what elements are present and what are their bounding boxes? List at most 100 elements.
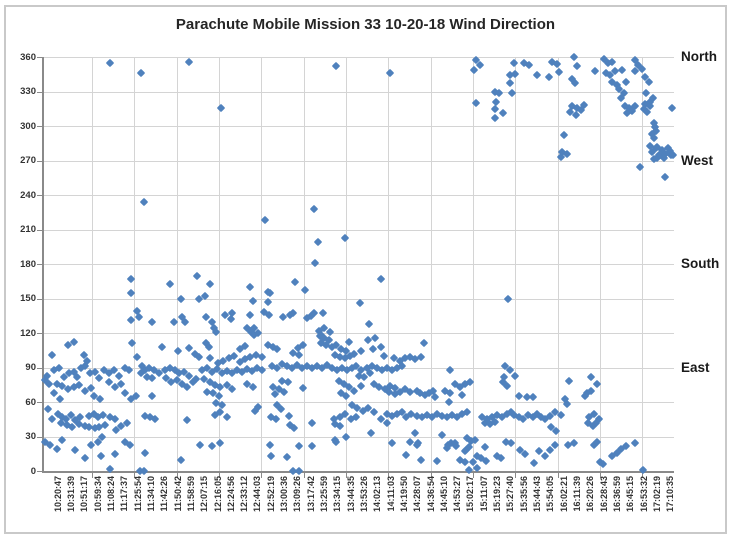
data-point bbox=[529, 458, 539, 468]
x-axis-tick bbox=[430, 473, 432, 478]
vertical-gridline bbox=[218, 57, 220, 471]
y-axis-tick bbox=[37, 229, 42, 231]
data-point bbox=[70, 446, 80, 455]
x-tick-label: 13:00:36 bbox=[279, 476, 290, 513]
data-point bbox=[139, 197, 149, 207]
data-point bbox=[265, 440, 275, 449]
x-tick-label: 11:17:37 bbox=[119, 476, 130, 512]
x-tick-label: 16:20:26 bbox=[585, 476, 596, 513]
plot-area bbox=[41, 52, 677, 478]
y-axis-tick bbox=[37, 367, 42, 369]
data-point bbox=[43, 404, 53, 414]
data-point bbox=[430, 393, 440, 402]
data-point bbox=[147, 392, 156, 401]
x-tick-label: 12:33:12 bbox=[239, 476, 250, 513]
x-tick-label: 15:19:23 bbox=[492, 476, 503, 513]
x-axis-tick bbox=[218, 473, 220, 478]
vertical-gridline bbox=[472, 57, 474, 471]
x-tick-label: 10:59:34 bbox=[92, 476, 103, 513]
data-point bbox=[140, 448, 150, 457]
data-point bbox=[227, 385, 236, 394]
data-point bbox=[533, 71, 542, 80]
data-point bbox=[307, 441, 316, 450]
x-tick-label: 10:31:39 bbox=[66, 476, 77, 513]
y-axis-tick bbox=[37, 471, 42, 472]
y-axis-tick bbox=[37, 333, 42, 334]
vertical-gridline bbox=[430, 57, 432, 471]
x-tick-label: 16:02:21 bbox=[558, 476, 569, 513]
data-point bbox=[248, 382, 258, 392]
vertical-gridline bbox=[557, 57, 559, 471]
compass-label-east: East bbox=[681, 359, 710, 375]
data-point bbox=[80, 454, 90, 463]
data-point bbox=[356, 381, 366, 391]
data-point bbox=[294, 350, 304, 360]
y-tick-label: 150 bbox=[20, 293, 36, 304]
data-point bbox=[551, 426, 561, 435]
y-tick-label: 270 bbox=[20, 155, 36, 166]
data-point bbox=[134, 312, 144, 322]
data-point bbox=[506, 439, 516, 448]
data-point bbox=[110, 415, 120, 424]
data-point bbox=[47, 350, 57, 360]
x-tick-label: 12:44:03 bbox=[252, 476, 263, 513]
data-point bbox=[482, 456, 491, 465]
data-point bbox=[215, 439, 225, 448]
data-point bbox=[331, 61, 340, 71]
data-point bbox=[276, 404, 286, 414]
data-point bbox=[504, 294, 513, 303]
data-point bbox=[173, 347, 183, 356]
data-point bbox=[370, 333, 379, 342]
data-point bbox=[510, 70, 520, 79]
x-axis-tick bbox=[345, 473, 347, 478]
x-tick-label: 14:36:54 bbox=[425, 476, 436, 513]
data-point bbox=[499, 109, 508, 118]
y-tick-label: 180 bbox=[20, 258, 36, 270]
x-tick-label: 14:02:13 bbox=[372, 476, 383, 513]
x-tick-label: 13:09:26 bbox=[292, 476, 303, 513]
y-axis-tick bbox=[37, 436, 42, 438]
data-point bbox=[325, 327, 335, 337]
data-point bbox=[402, 450, 411, 460]
x-tick-label: 15:35:56 bbox=[518, 476, 529, 513]
data-point bbox=[437, 431, 447, 440]
data-point bbox=[157, 342, 167, 352]
data-point bbox=[257, 352, 267, 362]
x-tick-label: 17:02:19 bbox=[651, 476, 662, 513]
data-point bbox=[644, 78, 654, 87]
x-axis-tick bbox=[557, 473, 559, 478]
data-point bbox=[335, 421, 345, 431]
x-axis-tick bbox=[515, 473, 517, 478]
data-point bbox=[194, 352, 204, 362]
horizontal-gridline bbox=[44, 195, 674, 196]
y-tick-label: 360 bbox=[20, 51, 36, 63]
x-axis-tick bbox=[599, 473, 601, 478]
horizontal-gridline bbox=[44, 436, 674, 438]
vertical-gridline bbox=[599, 57, 601, 471]
horizontal-gridline bbox=[44, 402, 674, 403]
vertical-gridline bbox=[134, 57, 136, 471]
data-point bbox=[313, 237, 323, 247]
data-point bbox=[524, 60, 534, 70]
x-tick-label: 13:53:26 bbox=[358, 476, 369, 513]
data-point bbox=[176, 455, 185, 464]
vertical-gridline bbox=[261, 57, 263, 471]
data-point bbox=[369, 408, 379, 417]
x-axis-tick bbox=[261, 473, 263, 478]
y-tick-label: 0 bbox=[30, 465, 36, 477]
vertical-gridline bbox=[345, 57, 347, 471]
data-point bbox=[105, 58, 115, 67]
data-point bbox=[591, 66, 600, 76]
data-point bbox=[150, 415, 160, 424]
x-tick-label: 13:44:35 bbox=[345, 476, 356, 513]
x-axis-tick bbox=[472, 473, 474, 478]
data-point bbox=[205, 279, 214, 288]
x-tick-label: 11:25:54 bbox=[132, 476, 143, 512]
y-tick-label: 330 bbox=[20, 86, 36, 97]
data-point bbox=[52, 444, 62, 454]
x-tick-label: 16:36:59 bbox=[611, 476, 622, 513]
data-point bbox=[165, 279, 175, 288]
y-axis-tick bbox=[37, 195, 42, 196]
x-tick-label: 11:50:42 bbox=[172, 476, 183, 512]
data-point bbox=[284, 411, 294, 421]
